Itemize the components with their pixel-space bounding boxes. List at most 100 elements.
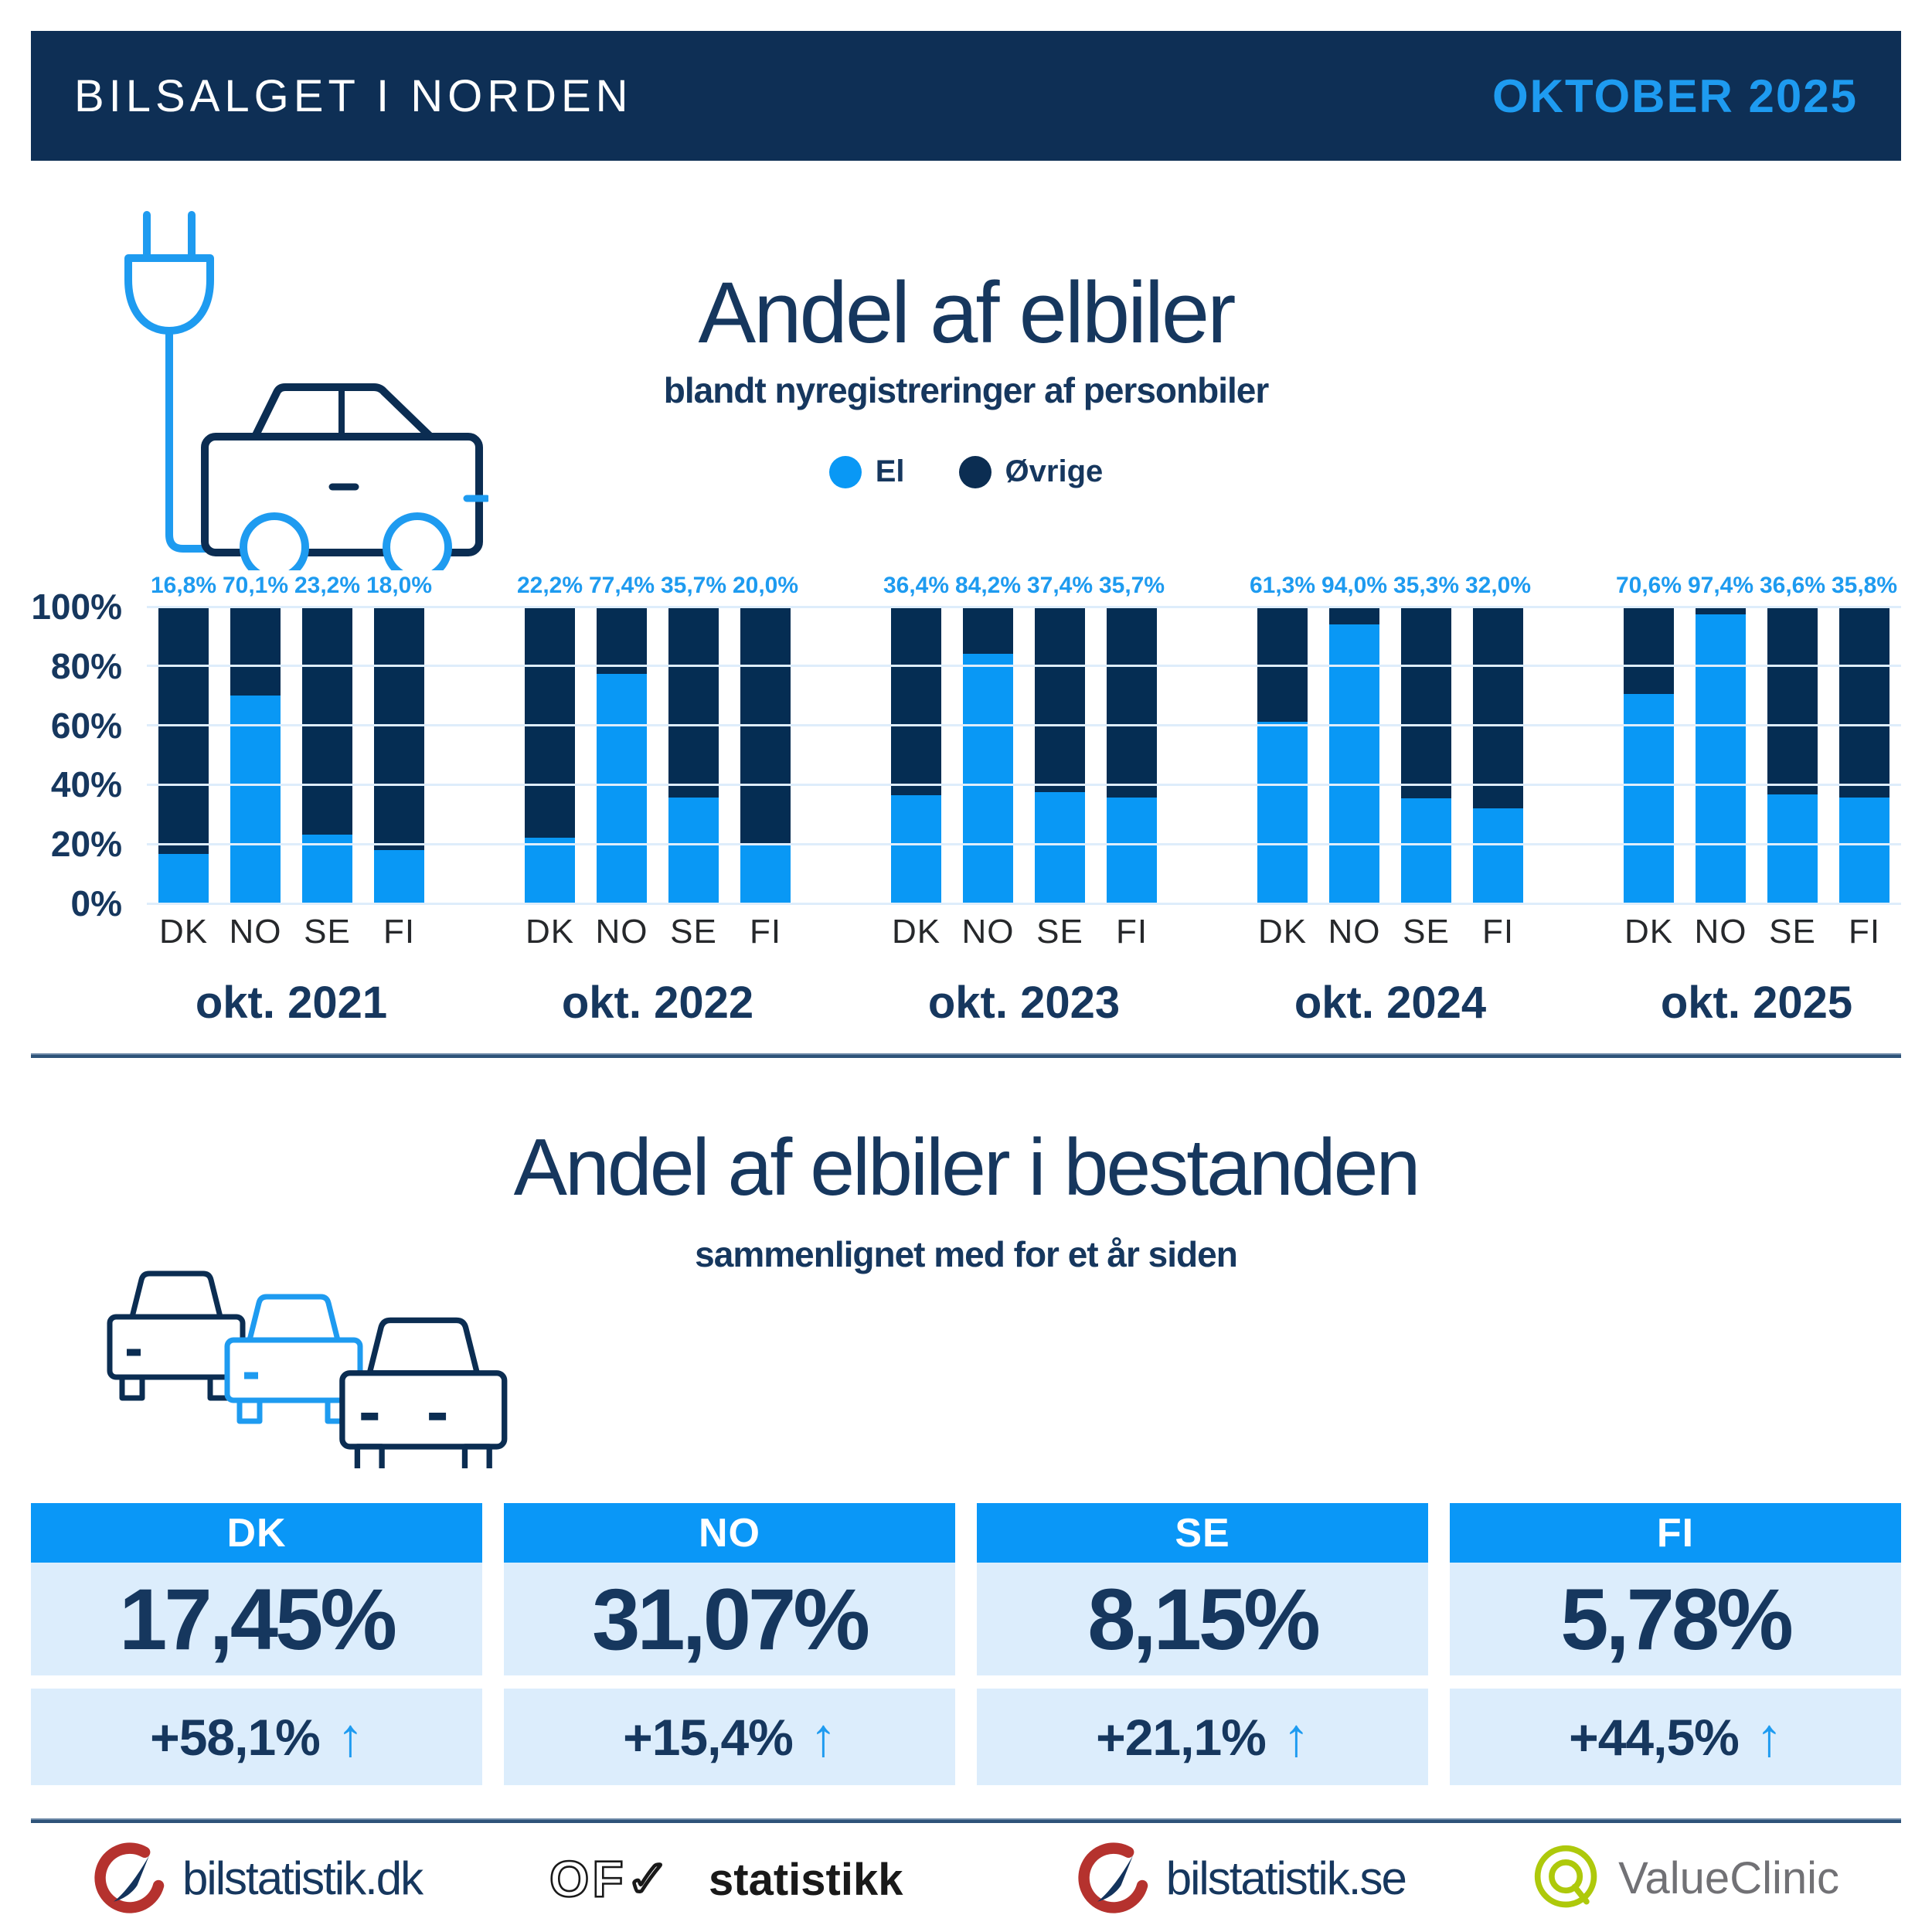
card-country: FI bbox=[1450, 1503, 1901, 1563]
ofv-mark-icon: OF✓ statistikk bbox=[549, 1849, 903, 1909]
card-share-value: 8,15% bbox=[977, 1563, 1428, 1675]
bar-se: 35,7% SE bbox=[661, 573, 726, 951]
up-arrow-icon: ↑ bbox=[809, 1706, 837, 1767]
gauge-icon bbox=[1078, 1842, 1148, 1913]
card-change: +21,1% ↑ bbox=[977, 1689, 1428, 1785]
stat-card-dk: DK 17,45% +58,1% ↑ bbox=[31, 1503, 482, 1785]
gridline bbox=[147, 605, 1901, 608]
card-change-value: +21,1% bbox=[1096, 1708, 1267, 1766]
card-gap bbox=[1450, 1675, 1901, 1689]
bar-group-label: okt. 2023 bbox=[927, 978, 1121, 1028]
bar-no: 84,2% NO bbox=[955, 573, 1021, 951]
bar-dk: 36,4% DK bbox=[883, 573, 949, 951]
bar-dk: 70,6% DK bbox=[1616, 573, 1682, 951]
card-change-value: +58,1% bbox=[150, 1708, 321, 1766]
cards-row: DK 17,45% +58,1% ↑ NO 31,07% +15,4% ↑ SE 8,15% +21… bbox=[31, 1503, 1901, 1785]
footer-divider bbox=[31, 1818, 1901, 1823]
bar-no: 77,4% NO bbox=[589, 573, 655, 951]
bar-el-segment bbox=[1035, 792, 1085, 903]
bar-se: 37,4% SE bbox=[1027, 573, 1093, 951]
logo-text: ValueClinic bbox=[1618, 1852, 1839, 1903]
bar-country-label: DK bbox=[1624, 913, 1674, 951]
bar-dk: 61,3% DK bbox=[1250, 573, 1315, 951]
card-gap bbox=[977, 1675, 1428, 1689]
stock-subtitle: sammenlignet med for et år siden bbox=[695, 1234, 1238, 1274]
bar-value-label: 32,0% bbox=[1464, 573, 1532, 598]
bar-value-label: 35,7% bbox=[660, 573, 727, 598]
bar-country-label: DK bbox=[525, 913, 575, 951]
legend-item-el: El bbox=[828, 454, 905, 489]
footer: bilstatistik.dk OF✓ statistikk bilstatis… bbox=[31, 1835, 1901, 1920]
bar-el-segment bbox=[1839, 797, 1889, 903]
legend-item-ovrige: Øvrige bbox=[958, 454, 1103, 489]
bar-el-segment bbox=[1624, 693, 1674, 903]
bar-group-label: okt. 2021 bbox=[195, 978, 388, 1028]
bar-no: 70,1% NO bbox=[223, 573, 288, 951]
bar-country-label: SE bbox=[1769, 913, 1816, 951]
bar-country-label: FI bbox=[383, 913, 416, 951]
logo-ofv-statistikk: OF✓ statistikk bbox=[548, 1838, 950, 1918]
bar-country-label: SE bbox=[1403, 913, 1450, 951]
bar-group-label: okt. 2025 bbox=[1660, 978, 1853, 1028]
bar-el-segment bbox=[374, 849, 424, 903]
y-axis-label: 20% bbox=[50, 824, 122, 865]
bar-el-segment bbox=[1767, 794, 1818, 903]
legend-label-el: El bbox=[875, 454, 905, 488]
bar-el-segment bbox=[740, 844, 791, 903]
card-change-value: +44,5% bbox=[1569, 1708, 1740, 1766]
gridline bbox=[147, 842, 1901, 845]
bar-no: 94,0% NO bbox=[1321, 573, 1387, 951]
ofv-solid-text: statistikk bbox=[709, 1855, 903, 1905]
bar-value-label: 37,4% bbox=[1026, 573, 1094, 598]
bar-se: 36,6% SE bbox=[1760, 573, 1825, 951]
bar-el-segment bbox=[891, 795, 941, 903]
card-gap bbox=[31, 1675, 482, 1689]
chart-title: Andel af elbiler bbox=[698, 264, 1236, 361]
bar-country-label: NO bbox=[1694, 913, 1747, 951]
header-period: OKTOBER 2025 bbox=[1492, 70, 1858, 122]
bar-country-label: DK bbox=[1257, 913, 1308, 951]
bars-row: 16,8% DK 70,1% NO 23,2% SE 18,0% FI okt. 2021 22,… bbox=[147, 573, 1901, 1028]
bar-el-segment bbox=[525, 837, 575, 903]
stat-card-fi: FI 5,78% +44,5% ↑ bbox=[1450, 1503, 1901, 1785]
bar-group-label: okt. 2024 bbox=[1294, 978, 1487, 1028]
y-axis-label: 100% bbox=[31, 587, 122, 627]
card-country: NO bbox=[504, 1503, 955, 1563]
card-change: +58,1% ↑ bbox=[31, 1689, 482, 1785]
bar-value-label: 18,0% bbox=[366, 573, 433, 598]
bar-country-label: DK bbox=[158, 913, 209, 951]
bar-el-segment bbox=[963, 653, 1013, 903]
bar-se: 23,2% SE bbox=[294, 573, 360, 951]
bar-el-segment bbox=[1696, 614, 1746, 903]
bar-group: 61,3% DK 94,0% NO 35,3% SE 32,0% FI okt. 2024 bbox=[1250, 573, 1531, 1028]
card-gap bbox=[504, 1675, 955, 1689]
bar-el-segment bbox=[1257, 721, 1308, 903]
up-arrow-icon: ↑ bbox=[1755, 1706, 1783, 1767]
bar-value-label: 20,0% bbox=[732, 573, 799, 598]
card-change: +44,5% ↑ bbox=[1450, 1689, 1901, 1785]
logo-text: bilstatistik.dk bbox=[182, 1852, 423, 1904]
bar-value-label: 35,7% bbox=[1098, 573, 1165, 598]
chart: 100% 80% 60% 40% 20% 0% 16,8% DK 70,1% NO 23,2% SE… bbox=[31, 573, 1901, 1055]
bar-value-label: 23,2% bbox=[294, 573, 361, 598]
bar-se: 35,3% SE bbox=[1393, 573, 1459, 951]
chart-subtitle: blandt nyregistreringer af personbiler bbox=[663, 370, 1270, 410]
bar-value-label: 94,0% bbox=[1321, 573, 1388, 598]
gridline bbox=[147, 902, 1901, 905]
bar-value-label: 22,2% bbox=[516, 573, 583, 598]
card-change-value: +15,4% bbox=[623, 1708, 794, 1766]
bar-fi: 20,0% FI bbox=[733, 573, 798, 951]
bar-value-label: 97,4% bbox=[1687, 573, 1754, 598]
bar-country-label: SE bbox=[670, 913, 717, 951]
stat-card-se: SE 8,15% +21,1% ↑ bbox=[977, 1503, 1428, 1785]
bar-el-segment bbox=[1329, 624, 1379, 903]
valueclinic-icon bbox=[1534, 1845, 1597, 1908]
card-change: +15,4% ↑ bbox=[504, 1689, 955, 1785]
header-bar: BILSALGET I NORDEN OKTOBER 2025 bbox=[31, 31, 1901, 161]
bar-country-label: FI bbox=[1481, 913, 1515, 951]
bar-country-label: FI bbox=[1848, 913, 1881, 951]
bar-value-label: 61,3% bbox=[1249, 573, 1316, 598]
bar-country-label: SE bbox=[304, 913, 351, 951]
logo-valueclinic: ValueClinic bbox=[1532, 1841, 1839, 1915]
